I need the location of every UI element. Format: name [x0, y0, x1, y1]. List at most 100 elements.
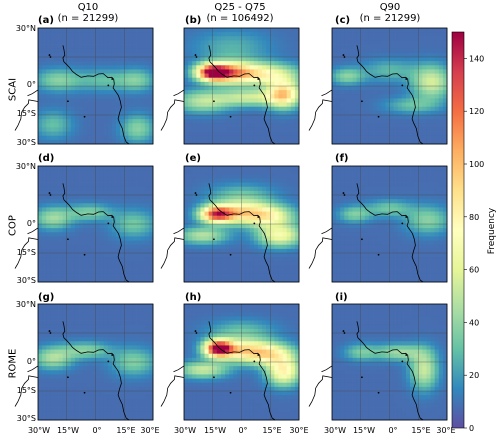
- heat-cell: [278, 57, 283, 62]
- heat-cell: [136, 52, 142, 58]
- heat-cell: [266, 203, 271, 208]
- heat-cell: [405, 57, 411, 62]
- heat-cell: [270, 73, 275, 79]
- heat-cell: [381, 32, 386, 37]
- heat-cell: [422, 178, 427, 183]
- heat-cell: [364, 86, 370, 91]
- heat-cell: [266, 36, 271, 41]
- heat-cell: [208, 269, 214, 275]
- heat-cell: [290, 215, 296, 221]
- heat-cell: [196, 211, 201, 217]
- heat-cell: [286, 211, 292, 217]
- heat-cell: [120, 261, 125, 266]
- heat-cell: [144, 166, 150, 171]
- heat-cell: [241, 36, 247, 41]
- heat-cell: [266, 65, 271, 70]
- heat-cell: [262, 240, 267, 246]
- heat-cell: [42, 48, 47, 54]
- heat-cell: [128, 115, 133, 120]
- heat-cell: [344, 139, 349, 145]
- heat-cell: [46, 57, 51, 62]
- heat-cell: [83, 265, 88, 270]
- heat-cell: [418, 48, 423, 54]
- heat-cell: [274, 236, 279, 241]
- heat-cell: [38, 36, 43, 41]
- heat-cell: [389, 273, 395, 279]
- column-title-q10: Q10 (n = 21299): [57, 2, 119, 24]
- heat-cell: [414, 240, 419, 246]
- heat-cell: [282, 199, 288, 204]
- heat-cell: [278, 273, 283, 279]
- heat-cell: [418, 182, 423, 188]
- heat-cell: [184, 257, 189, 262]
- heat-cell: [87, 308, 92, 313]
- heat-cell: [241, 215, 247, 221]
- heat-cell: [282, 131, 288, 137]
- heat-cell: [340, 232, 345, 237]
- heat-cell: [188, 211, 193, 217]
- heat-cell: [237, 90, 242, 95]
- south-america-coastline-north: [173, 227, 185, 235]
- heat-cell: [290, 277, 296, 283]
- heat-cell: [216, 57, 222, 62]
- heat-cell: [405, 94, 411, 99]
- heat-cell: [278, 170, 283, 175]
- heat-cell: [245, 119, 251, 124]
- heat-cell: [405, 273, 411, 279]
- heat-cell: [360, 115, 366, 120]
- heat-cell: [332, 248, 337, 254]
- heat-cell: [377, 211, 382, 217]
- heat-cell: [270, 236, 275, 241]
- heat-cell: [245, 265, 251, 270]
- heat-cell: [401, 135, 407, 141]
- heat-cell: [62, 123, 68, 128]
- heat-cell: [352, 77, 358, 83]
- heat-cell: [270, 190, 275, 196]
- heat-cell: [107, 320, 113, 326]
- heat-cell: [389, 81, 395, 87]
- heat-cell: [229, 36, 234, 41]
- heat-cell: [38, 110, 43, 116]
- heat-cell: [389, 48, 395, 54]
- heat-cell: [192, 257, 197, 262]
- heat-cell: [286, 77, 292, 83]
- heat-cell: [188, 203, 193, 208]
- heat-cell: [140, 57, 146, 62]
- heat-cell: [136, 123, 142, 128]
- heat-cell: [225, 127, 230, 132]
- heat-cell: [237, 170, 242, 175]
- heat-cell: [266, 139, 271, 145]
- heat-cell: [426, 211, 431, 217]
- heat-cell: [79, 174, 84, 179]
- heat-cell: [249, 69, 255, 74]
- heat-cell: [95, 228, 101, 233]
- heat-cell: [340, 248, 345, 254]
- heat-cell: [99, 178, 105, 183]
- heat-cell: [140, 52, 146, 58]
- heat-cell: [144, 40, 150, 45]
- heat-cell: [344, 98, 349, 103]
- heat-cell: [132, 28, 137, 33]
- heat-cell: [364, 98, 370, 103]
- heat-cell: [426, 102, 431, 108]
- heat-cell: [262, 36, 267, 41]
- heat-cell: [87, 199, 92, 204]
- heat-cell: [148, 90, 154, 95]
- heat-cell: [192, 244, 197, 250]
- heat-cell: [262, 224, 267, 229]
- heat-cell: [184, 61, 189, 66]
- heat-cell: [426, 219, 431, 225]
- heat-cell: [356, 261, 362, 266]
- heat-cell: [111, 265, 117, 270]
- heat-cell: [95, 203, 101, 208]
- heat-cell: [225, 135, 230, 141]
- heat-cell: [116, 265, 121, 270]
- heat-cell: [434, 90, 440, 95]
- heat-cell: [401, 98, 407, 103]
- heat-cell: [336, 48, 341, 54]
- heat-cell: [116, 244, 121, 250]
- heat-cell: [46, 110, 51, 116]
- heat-cell: [332, 207, 337, 212]
- heat-cell: [229, 195, 234, 200]
- heat-cell: [410, 195, 415, 200]
